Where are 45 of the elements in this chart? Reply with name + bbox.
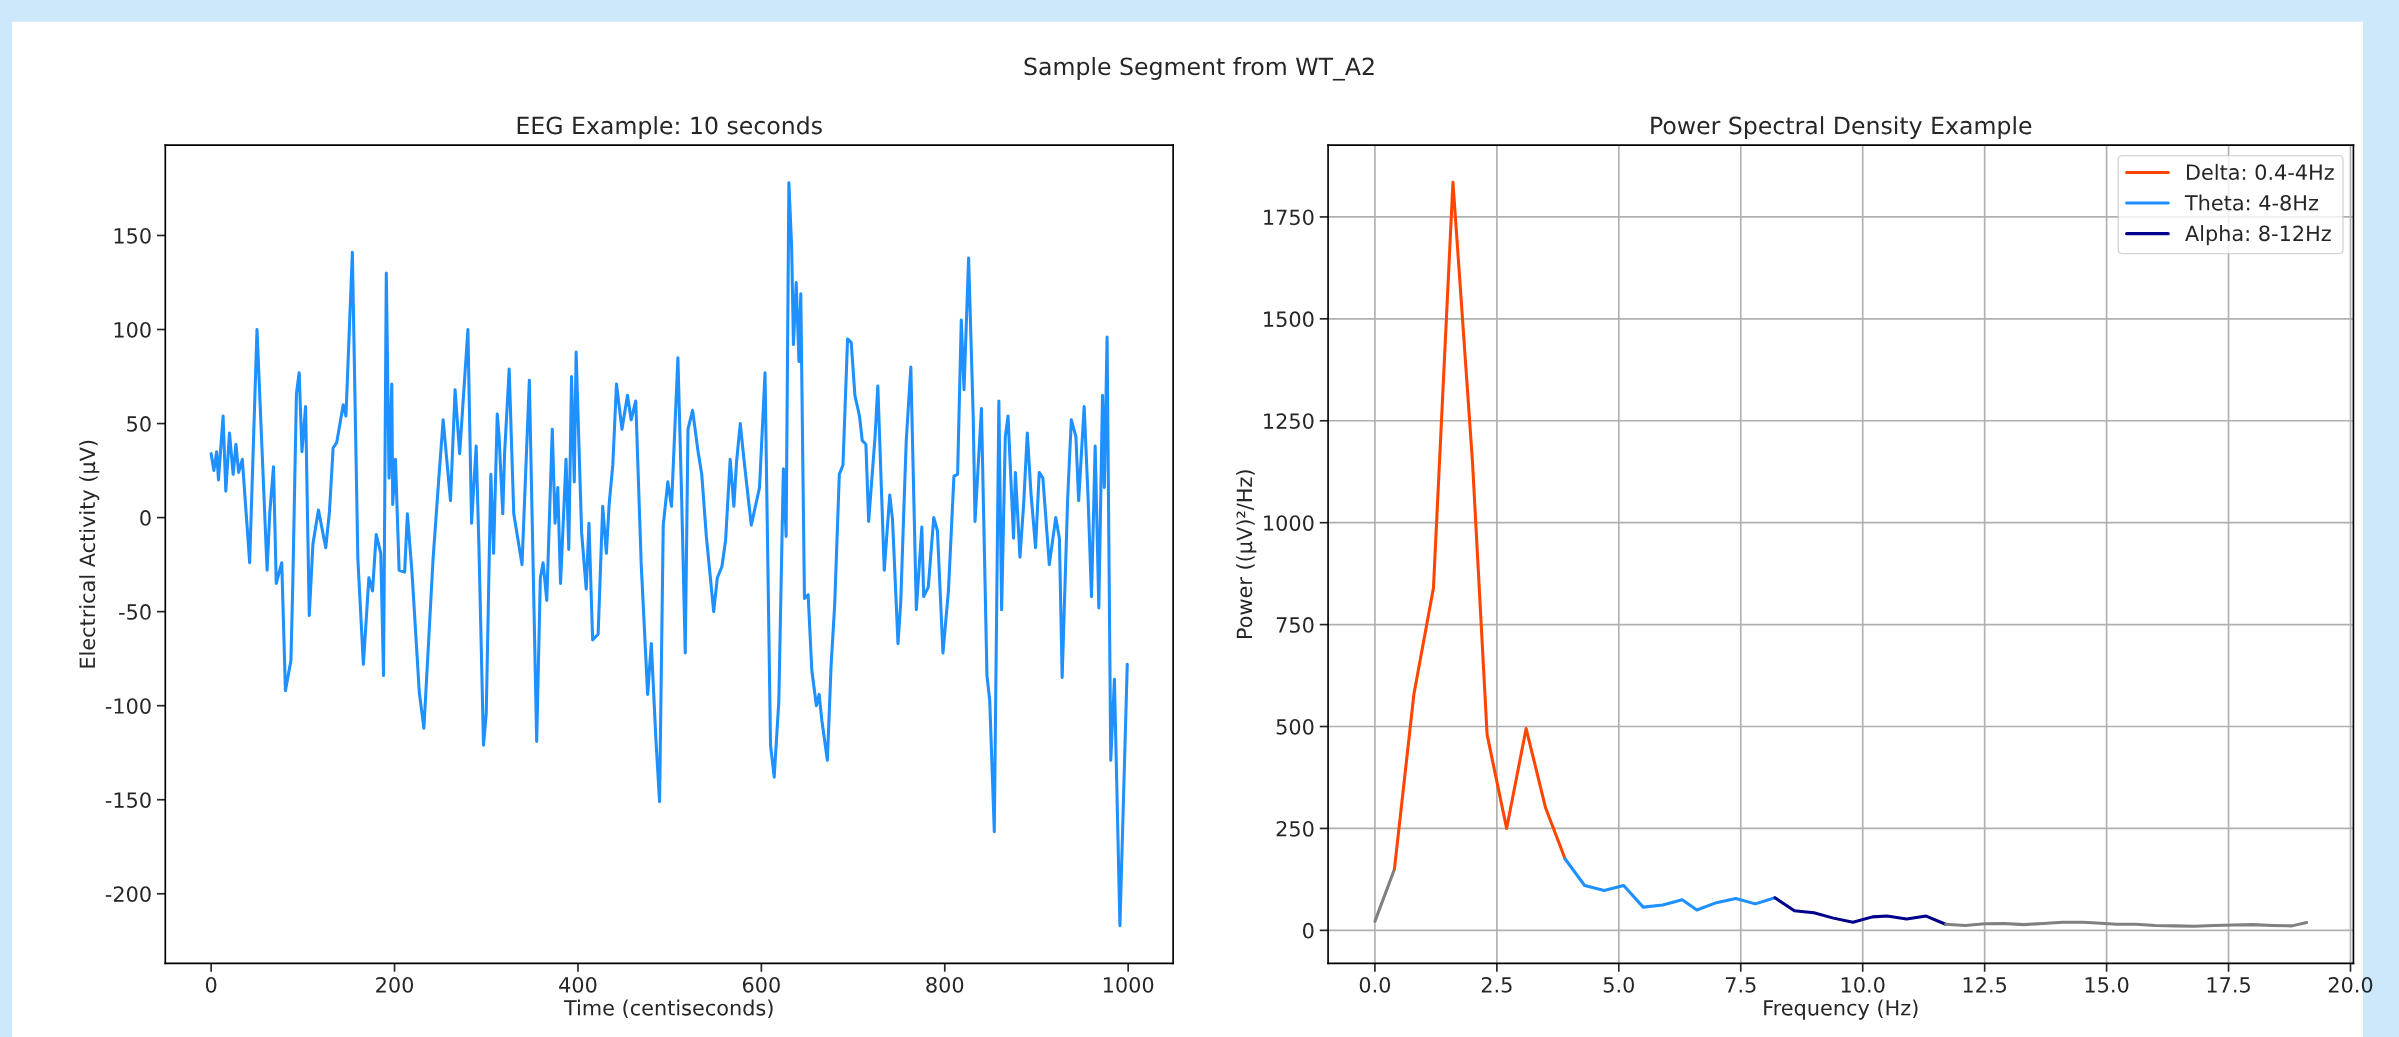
x-tick-label: 15.0 xyxy=(2085,976,2129,993)
x-tick-label: 12.5 xyxy=(1963,976,2007,993)
x-tick-label: 400 xyxy=(559,976,597,993)
x-axis-title: Frequency (Hz) xyxy=(1764,999,1918,1020)
x-tick-label: 10.0 xyxy=(1841,976,1885,993)
y-tick-label: 1250 xyxy=(1264,413,1314,429)
y-axis-title: Power ((μV)²/Hz) xyxy=(1236,470,1257,639)
legend-label: Theta: 4-8Hz xyxy=(2184,194,2318,211)
y-tick-label: 500 xyxy=(1276,718,1314,735)
y-tick-label: -50 xyxy=(119,604,151,620)
line-series xyxy=(209,181,1129,928)
chart-title: EEG Example: 10 seconds xyxy=(517,116,822,139)
chart-title: Power Spectral Density Example xyxy=(1651,116,2032,139)
x-tick-label: 5.0 xyxy=(1603,976,1634,993)
y-axis-title: Electrical Activity (μV) xyxy=(79,440,100,668)
y-tick-label: 150 xyxy=(114,227,151,244)
y-tick-label: 1500 xyxy=(1264,311,1314,328)
y-tick-label: -150 xyxy=(105,792,151,808)
x-tick-label: 1000 xyxy=(1103,976,1154,993)
y-tick-label: -200 xyxy=(105,886,151,902)
y-tick-label: 0 xyxy=(1303,922,1314,939)
line-series xyxy=(1563,857,1777,912)
x-tick-label: 0.0 xyxy=(1359,976,1391,993)
y-tick-label: 50 xyxy=(127,416,151,432)
legend-label: Delta: 0.4-4Hz xyxy=(2186,163,2334,181)
y-tick-label: -100 xyxy=(105,698,151,714)
x-tick-label: 7.5 xyxy=(1725,977,1756,993)
x-axis-title: Time (centiseconds) xyxy=(563,999,773,1019)
x-tick-label: 2.5 xyxy=(1481,976,1512,993)
y-tick-label: 100 xyxy=(114,321,151,338)
x-tick-label: 0 xyxy=(205,976,217,993)
y-tick-label: 0 xyxy=(140,510,151,526)
x-tick-label: 200 xyxy=(376,976,414,993)
line-series xyxy=(1392,180,1567,871)
text: Sample Segment from WT_A2 xyxy=(1024,57,1374,81)
x-tick-label: 17.5 xyxy=(2207,977,2250,993)
y-tick-label: 750 xyxy=(1276,617,1314,633)
y-tick-label: 1750 xyxy=(1264,209,1314,226)
y-tick-label: 1000 xyxy=(1264,515,1314,531)
line-series xyxy=(1773,896,1948,926)
legend-label: Alpha: 8-12Hz xyxy=(2185,225,2331,246)
x-tick-label: 600 xyxy=(742,976,780,993)
x-tick-label: 20.0 xyxy=(2328,976,2373,993)
y-tick-label: 250 xyxy=(1276,820,1314,837)
x-tick-label: 800 xyxy=(926,976,964,993)
